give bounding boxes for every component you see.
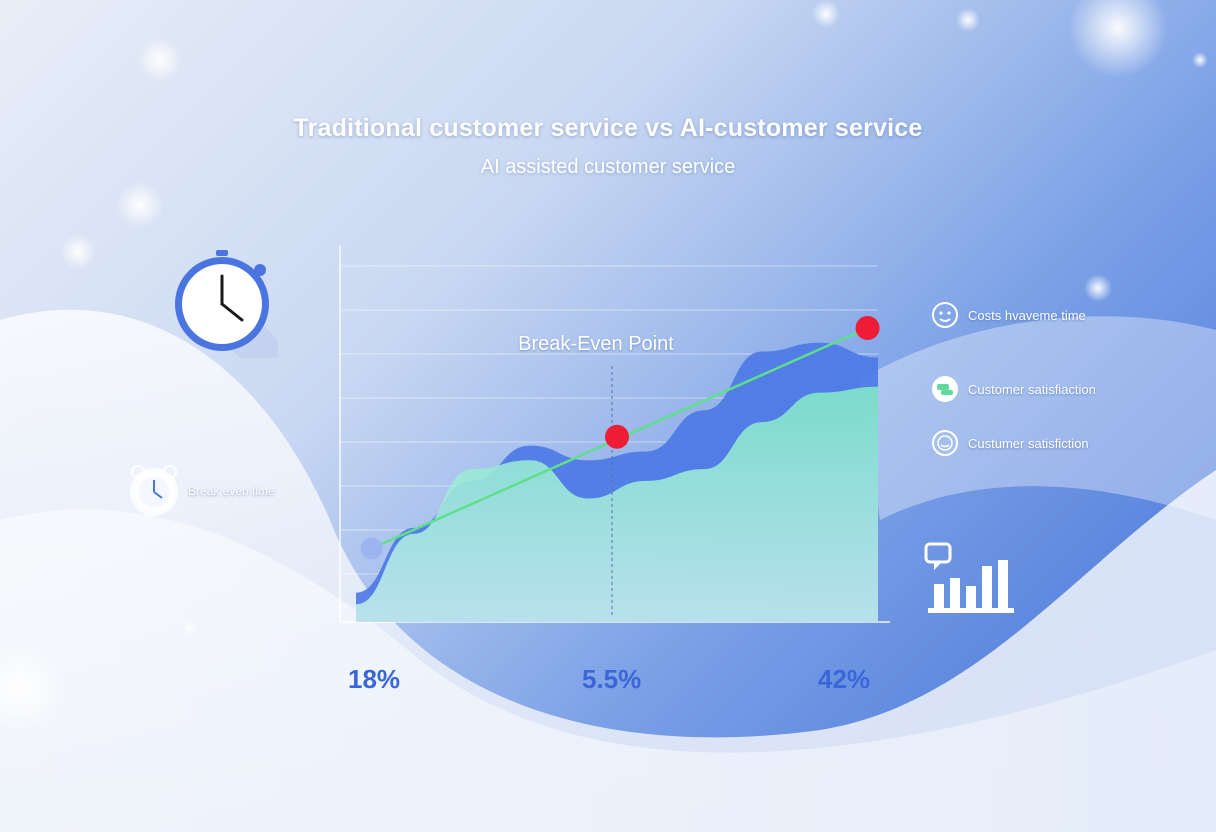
x-tick-label: 18%: [348, 664, 401, 694]
alarm-clock-icon: [130, 465, 178, 516]
legend-label: Customer satisfiaction: [968, 381, 1096, 397]
legend-item-costs: Costs hvaveme time: [930, 300, 1086, 330]
legend-item-customer: Custumer satisfiction: [930, 428, 1089, 458]
face-badge-icon: [932, 430, 958, 456]
clock-icon: [175, 250, 278, 358]
chart-subtitle: AI assisted customer service: [480, 156, 736, 178]
x-tick-label: 5.5%: [582, 664, 642, 694]
break-even-label: Break-Even Point: [518, 333, 674, 355]
data-point-marker: [360, 537, 383, 560]
x-tick-label: 42%: [818, 664, 871, 694]
legend-label: Costs hvaveme time: [968, 307, 1086, 323]
legend-label: Custumer satisfiction: [968, 435, 1089, 451]
legend-item-satisfaction: Customer satisfiaction: [930, 374, 1096, 404]
break-even-marker: [605, 424, 629, 449]
bar-chart-icon: [924, 542, 1014, 613]
data-point-marker: [855, 316, 880, 340]
break-even-time-label: Break even time: [188, 484, 275, 498]
chart-title: Traditional customer service vs AI-custo…: [293, 114, 923, 142]
smile-face-icon: [932, 302, 958, 328]
break-even-time-note: Break even time: [128, 462, 275, 520]
chart: Break-Even Point: [339, 246, 890, 623]
chat-bubbles-icon: [932, 376, 958, 402]
area-series-2: [356, 386, 878, 622]
